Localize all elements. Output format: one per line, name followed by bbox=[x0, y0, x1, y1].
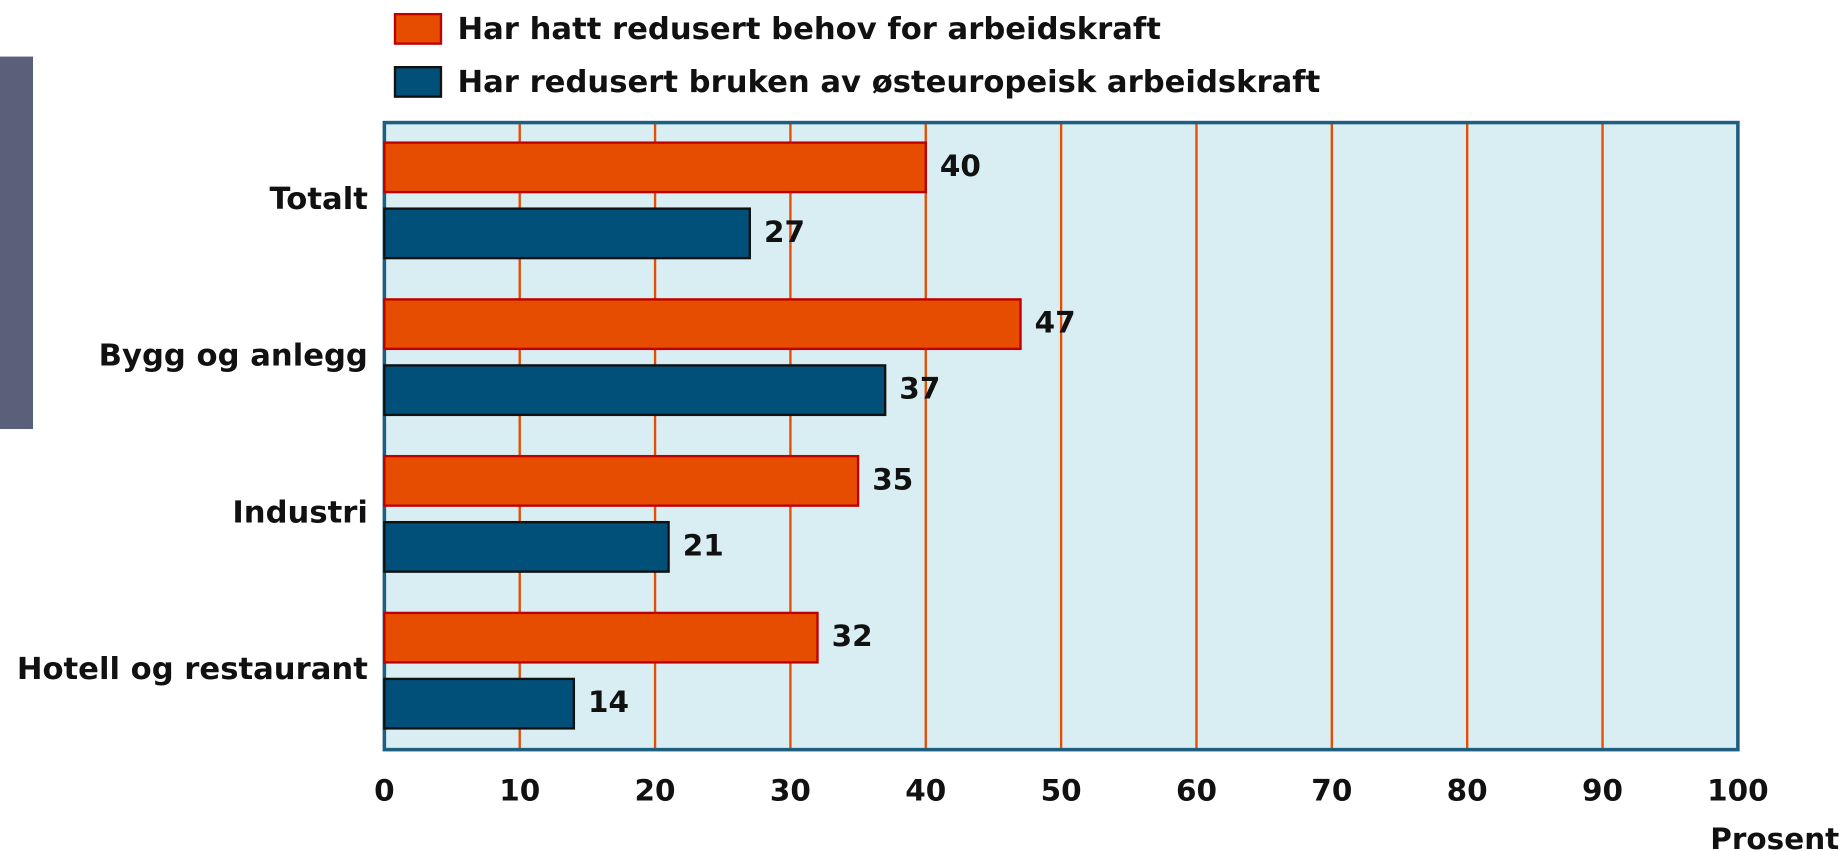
y-tick-label: Hotell og restaurant bbox=[17, 652, 368, 687]
plot-border bbox=[382, 120, 1740, 752]
bar bbox=[383, 298, 1022, 351]
side-decoration bbox=[0, 56, 34, 430]
data-label: 32 bbox=[832, 619, 873, 653]
x-tick-label: 30 bbox=[770, 774, 811, 808]
legend-label: Har hatt redusert behov for arbeidskraft bbox=[457, 12, 1160, 47]
x-tick-label: 80 bbox=[1447, 774, 1488, 808]
bar bbox=[383, 207, 751, 260]
bar bbox=[383, 520, 670, 573]
x-tick-label: 40 bbox=[905, 774, 946, 808]
data-label: 35 bbox=[872, 462, 913, 496]
data-label: 21 bbox=[683, 528, 724, 562]
bar bbox=[383, 364, 887, 417]
y-tick-label: Industri bbox=[232, 495, 367, 530]
legend-swatch bbox=[393, 12, 443, 45]
x-tick-label: 10 bbox=[499, 774, 540, 808]
bar bbox=[383, 611, 819, 664]
x-tick-label: 90 bbox=[1582, 774, 1623, 808]
data-label: 40 bbox=[940, 149, 981, 183]
data-label: 14 bbox=[588, 685, 629, 719]
data-label: 27 bbox=[764, 215, 805, 249]
legend-swatch bbox=[393, 66, 443, 98]
x-tick-label: 0 bbox=[374, 774, 395, 808]
bar bbox=[383, 454, 860, 507]
x-tick-label: 20 bbox=[635, 774, 676, 808]
y-tick-label: Bygg og anlegg bbox=[99, 339, 368, 374]
data-label: 37 bbox=[899, 372, 940, 406]
x-tick-label: 50 bbox=[1041, 774, 1082, 808]
x-tick-label: 100 bbox=[1707, 774, 1769, 808]
legend-label: Har redusert bruken av østeuropeisk arbe… bbox=[457, 65, 1320, 100]
y-tick-label: Totalt bbox=[269, 182, 367, 217]
x-tick-label: 60 bbox=[1176, 774, 1217, 808]
bar bbox=[383, 677, 576, 730]
data-label: 47 bbox=[1035, 306, 1076, 340]
x-tick-label: 70 bbox=[1311, 774, 1352, 808]
x-axis-label: Prosent bbox=[1710, 822, 1839, 851]
bar bbox=[383, 141, 927, 194]
